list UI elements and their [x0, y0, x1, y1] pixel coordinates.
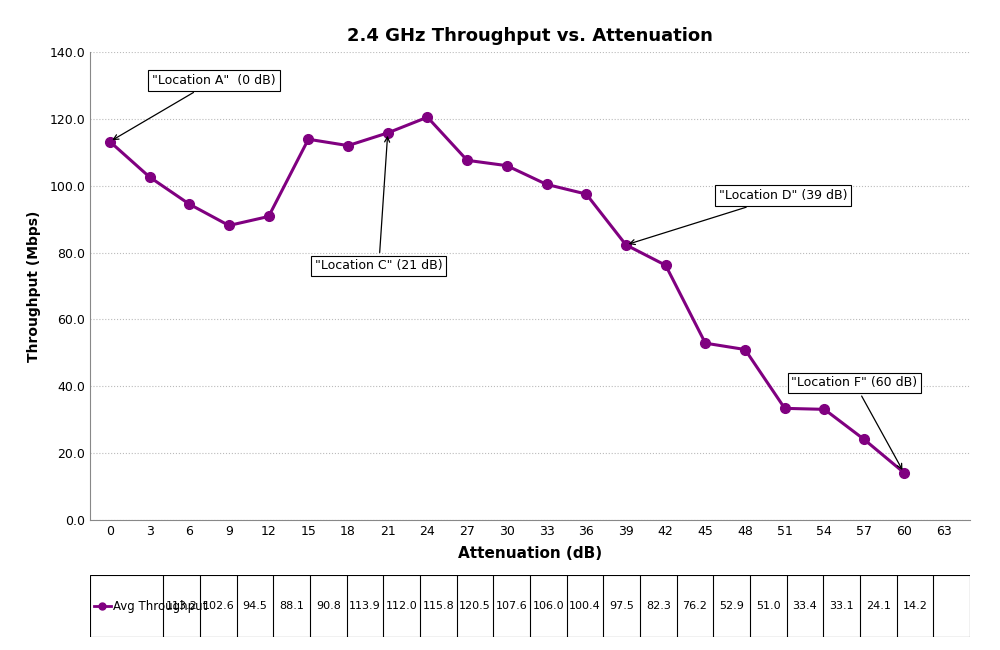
Text: 33.4: 33.4	[793, 601, 817, 611]
Text: 51.0: 51.0	[756, 601, 781, 611]
Text: "Location F" (60 dB): "Location F" (60 dB)	[791, 376, 917, 469]
Text: 52.9: 52.9	[719, 601, 744, 611]
Text: 115.8: 115.8	[422, 601, 454, 611]
Title: 2.4 GHz Throughput vs. Attenuation: 2.4 GHz Throughput vs. Attenuation	[347, 27, 713, 45]
Text: 112.0: 112.0	[386, 601, 418, 611]
Text: 120.5: 120.5	[459, 601, 491, 611]
Text: 113.2: 113.2	[166, 601, 198, 611]
Text: 113.9: 113.9	[349, 601, 381, 611]
Text: 90.8: 90.8	[316, 601, 341, 611]
Text: 24.1: 24.1	[866, 601, 891, 611]
Text: 82.3: 82.3	[646, 601, 671, 611]
Text: 14.2: 14.2	[903, 601, 927, 611]
Text: "Location C" (21 dB): "Location C" (21 dB)	[315, 137, 443, 272]
Text: 97.5: 97.5	[609, 601, 634, 611]
Text: "Location D" (39 dB): "Location D" (39 dB)	[630, 189, 847, 244]
Text: 33.1: 33.1	[829, 601, 854, 611]
Text: 102.6: 102.6	[202, 601, 234, 611]
Text: 100.4: 100.4	[569, 601, 601, 611]
Text: Avg Throughput: Avg Throughput	[113, 599, 208, 612]
X-axis label: Attenuation (dB): Attenuation (dB)	[458, 546, 602, 561]
Text: 106.0: 106.0	[533, 601, 564, 611]
Text: 94.5: 94.5	[243, 601, 267, 611]
Text: 107.6: 107.6	[496, 601, 528, 611]
Text: "Location A"  (0 dB): "Location A" (0 dB)	[113, 74, 276, 140]
Text: 88.1: 88.1	[279, 601, 304, 611]
Text: 76.2: 76.2	[683, 601, 707, 611]
Y-axis label: Throughput (Mbps): Throughput (Mbps)	[27, 211, 41, 361]
